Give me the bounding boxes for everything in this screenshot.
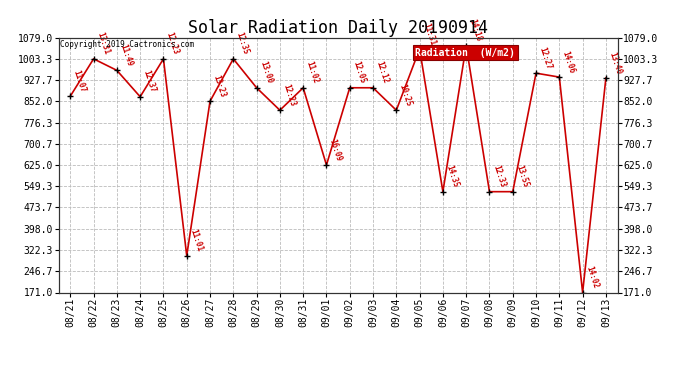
Text: 12:37: 12:37 bbox=[141, 69, 157, 94]
Text: 12:23: 12:23 bbox=[282, 82, 297, 108]
Text: 12:35: 12:35 bbox=[235, 31, 250, 56]
Text: 13:00: 13:00 bbox=[258, 60, 274, 85]
Text: 13:55: 13:55 bbox=[514, 164, 530, 189]
Text: 12:05: 12:05 bbox=[351, 60, 367, 85]
Text: 12:33: 12:33 bbox=[491, 164, 506, 189]
Text: 11:49: 11:49 bbox=[118, 43, 134, 68]
Text: 12:27: 12:27 bbox=[538, 46, 553, 70]
Text: 13:31: 13:31 bbox=[95, 31, 110, 56]
Text: 13:40: 13:40 bbox=[607, 50, 623, 75]
Text: 11:02: 11:02 bbox=[304, 60, 320, 85]
Text: 12:12: 12:12 bbox=[375, 60, 390, 85]
Text: Radiation  (W/m2): Radiation (W/m2) bbox=[415, 48, 515, 58]
Text: Copyright 2019 Cactronics.com: Copyright 2019 Cactronics.com bbox=[60, 40, 194, 49]
Text: 13:23: 13:23 bbox=[211, 74, 227, 99]
Text: 14:02: 14:02 bbox=[584, 265, 600, 290]
Text: 16:09: 16:09 bbox=[328, 138, 344, 162]
Text: 12:23: 12:23 bbox=[165, 31, 181, 56]
Text: 11:07: 11:07 bbox=[72, 69, 88, 93]
Text: 11:01: 11:01 bbox=[188, 228, 204, 253]
Text: 14:35: 14:35 bbox=[444, 164, 460, 189]
Text: 14:06: 14:06 bbox=[561, 50, 576, 74]
Text: 11:31: 11:31 bbox=[421, 21, 437, 46]
Text: 14:18: 14:18 bbox=[468, 18, 483, 43]
Title: Solar Radiation Daily 20190914: Solar Radiation Daily 20190914 bbox=[188, 20, 488, 38]
Text: 10:25: 10:25 bbox=[397, 82, 413, 108]
